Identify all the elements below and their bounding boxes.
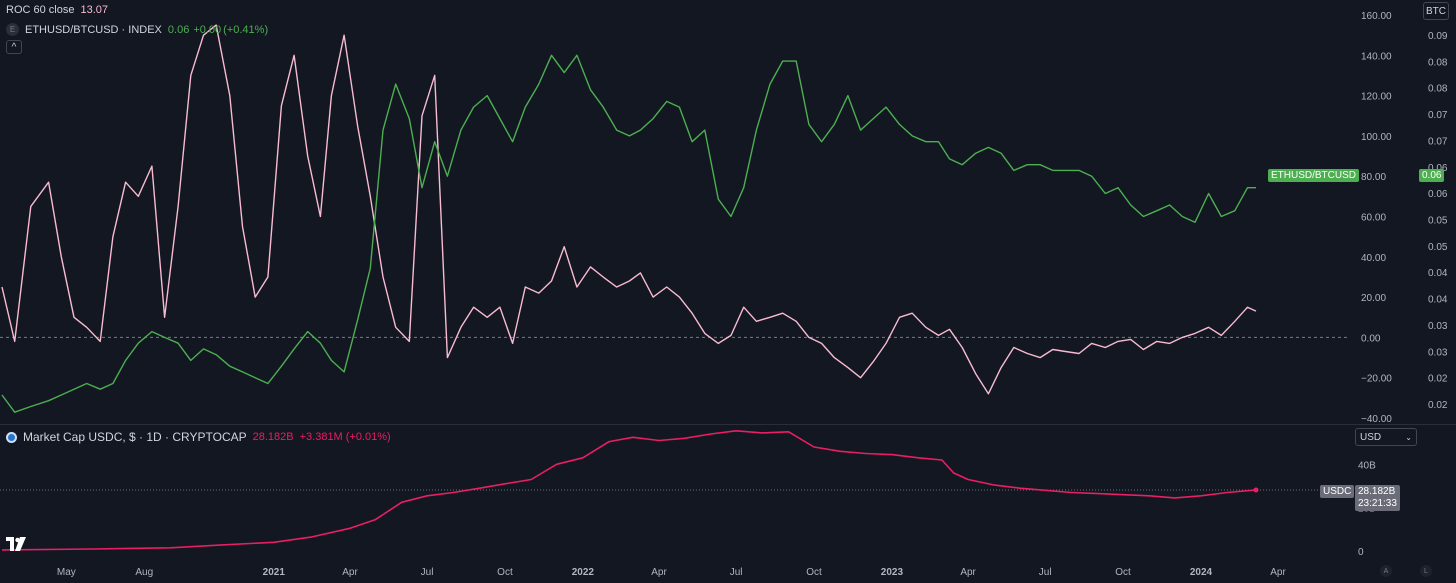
roc-axis-tick: 0.00 [1361, 333, 1381, 344]
tradingview-logo-icon[interactable] [6, 537, 30, 556]
ethbtc-axis-tick: 0.04 [1428, 268, 1448, 279]
collapse-legend-button[interactable]: ^ [6, 40, 22, 54]
roc-axis-tick: 140.00 [1361, 51, 1392, 62]
ethbtc-axis-tick: 0.08 [1428, 57, 1448, 68]
usdc-last-point [1253, 487, 1259, 493]
x-axis-tick: Apr [1270, 567, 1286, 578]
ethbtc-axis-tick: 0.02 [1428, 400, 1448, 411]
ethbtc-line [1, 54, 1256, 413]
usdc-axis-tick: 40B [1358, 460, 1376, 471]
ethbtc-axis-tick: 0.06 [1428, 189, 1448, 200]
usdc-price-tag-time: 23:21:33 [1358, 498, 1397, 509]
ethbtc-axis-tick: 0.03 [1428, 321, 1448, 332]
usdc-value: 28.182B [252, 431, 294, 443]
roc-axis-tick: 120.00 [1361, 92, 1392, 103]
usdc-change-pct: (+0.01%) [345, 431, 391, 443]
ethbtc-price-tag: 0.06 [1419, 169, 1445, 182]
ethbtc-axis-tick: 0.07 [1428, 110, 1448, 121]
x-axis-tick: 2022 [572, 567, 595, 578]
ethbtc-axis-tick: 0.04 [1428, 295, 1448, 306]
usdc-axis-tick: 0 [1358, 547, 1364, 558]
usdc-price-tag-value: 28.182B [1358, 486, 1396, 497]
roc-axis-tick: 60.00 [1361, 213, 1386, 224]
x-axis-tick: Jul [730, 567, 743, 578]
x-axis-tick: Apr [960, 567, 976, 578]
usdc-line [1, 429, 1257, 551]
roc-legend[interactable]: ROC 60 close 13.07 [6, 4, 108, 16]
chevron-up-icon: ^ [11, 41, 17, 53]
x-axis-tick: Aug [135, 567, 153, 578]
ethbtc-axis-tick: 0.05 [1428, 216, 1448, 227]
x-axis-tick: 2024 [1190, 567, 1213, 578]
symbol-change-pct: (+0.41%) [223, 23, 269, 36]
roc-axis-tick: −20.00 [1361, 374, 1392, 385]
symbol-title: ETHUSD/BTCUSD · INDEX [25, 23, 162, 36]
roc-axis-tick: −40.00 [1361, 414, 1392, 425]
ethbtc-axis-tick: 0.07 [1428, 136, 1448, 147]
ethbtc-axis-tick: 0.09 [1428, 31, 1448, 42]
currency-select[interactable]: USD ⌄ [1355, 428, 1417, 446]
x-axis-tick: Apr [342, 567, 358, 578]
roc-value: 13.07 [80, 4, 109, 16]
ethbtc-axis-tick: 0.02 [1428, 374, 1448, 385]
usdc-change: +3.381M [299, 431, 343, 443]
roc-axis-tick: 80.00 [1361, 172, 1386, 183]
roc-axis-tick: 20.00 [1361, 293, 1386, 304]
usdc-price-tag: 28.182B 23:21:33 [1355, 485, 1400, 511]
x-axis-tick: 2021 [263, 567, 286, 578]
usdc-series-tag: USDC [1320, 485, 1355, 498]
x-axis-tick: Oct [497, 567, 513, 578]
symbol-legend[interactable]: E ETHUSD/BTCUSD · INDEX 0.06 +0.00 (+0.4… [6, 23, 268, 36]
roc-axis-tick: 100.00 [1361, 132, 1392, 143]
usdc-title: Market Cap USDC, $ · 1D · CRYPTOCAP [23, 430, 247, 444]
x-axis-tick: 2023 [881, 567, 904, 578]
ethbtc-axis-tick: 0.08 [1428, 84, 1448, 95]
btc-button[interactable]: BTC [1423, 2, 1449, 20]
x-axis-tick: May [57, 567, 76, 578]
ethbtc-axis-tick: 0.05 [1428, 242, 1448, 253]
log-scale-button[interactable]: L [1420, 565, 1432, 577]
symbol-badge-icon: E [6, 23, 19, 36]
roc-line [1, 24, 1257, 395]
roc-axis-tick: 160.00 [1361, 11, 1392, 22]
ethbtc-axis-tick: 0.06 [1428, 163, 1448, 174]
symbol-value: 0.06 [167, 23, 190, 36]
x-axis-tick: Apr [651, 567, 667, 578]
usdc-legend[interactable]: Market Cap USDC, $ · 1D · CRYPTOCAP 28.1… [6, 430, 391, 444]
chevron-down-icon: ⌄ [1405, 432, 1412, 442]
roc-label: ROC 60 close [6, 4, 75, 16]
ethbtc-series-tag: ETHUSD/BTCUSD [1268, 169, 1360, 182]
usdc-coin-icon [6, 431, 17, 443]
x-axis-tick: Jul [421, 567, 434, 578]
x-axis-tick: Jul [1039, 567, 1052, 578]
x-axis-tick: Oct [806, 567, 822, 578]
roc-axis-tick: 40.00 [1361, 253, 1386, 264]
symbol-change: +0.00 [193, 23, 222, 36]
auto-scale-button[interactable]: A [1380, 565, 1392, 577]
ethbtc-axis-tick: 0.03 [1428, 347, 1448, 358]
x-axis-tick: Oct [1115, 567, 1131, 578]
currency-select-value: USD [1360, 431, 1382, 443]
